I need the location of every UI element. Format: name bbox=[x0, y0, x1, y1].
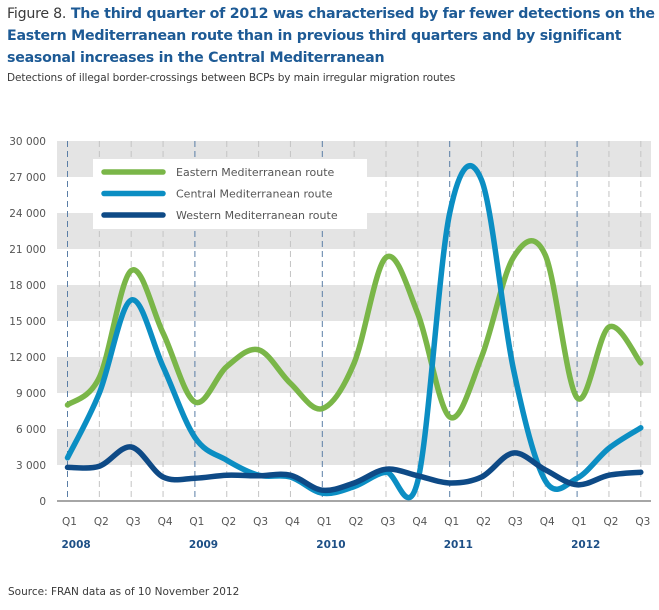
x-tick-label: Q4 bbox=[285, 516, 300, 528]
series-line-eastern bbox=[64, 238, 644, 421]
y-tick-label: 30 000 bbox=[9, 136, 46, 148]
year-label: 2008 bbox=[62, 539, 91, 551]
y-axis-ticks: 0 3 000 6 000 9 000 12 000 15 000 18 000 21 000… bbox=[9, 136, 46, 508]
series-line-western bbox=[64, 444, 644, 494]
x-tick-label: Q3 bbox=[508, 516, 523, 528]
legend-label-eastern: Eastern Mediterranean route bbox=[176, 166, 335, 179]
x-tick-label: Q4 bbox=[158, 516, 173, 528]
line-chart: 0 3 000 6 000 9 000 12 000 15 000 18 000 21 000… bbox=[9, 136, 651, 551]
y-tick-label: 27 000 bbox=[9, 172, 46, 184]
year-label: 2009 bbox=[189, 539, 218, 551]
x-tick-label: Q1 bbox=[444, 516, 459, 528]
title-text: The third quarter of 2012 was characteri… bbox=[7, 6, 655, 66]
x-tick-label: Q2 bbox=[476, 516, 491, 528]
year-labels: 2008 2009 2010 2011 2012 bbox=[62, 539, 601, 551]
legend: Eastern Mediterranean route Central Medit… bbox=[93, 159, 367, 229]
figure-label: Figure 8. bbox=[7, 6, 67, 22]
y-tick-label: 24 000 bbox=[9, 208, 46, 220]
x-tick-label: Q2 bbox=[349, 516, 364, 528]
series-lines bbox=[64, 163, 644, 501]
y-tick-label: 9 000 bbox=[16, 388, 46, 400]
y-tick-label: 12 000 bbox=[9, 352, 46, 364]
x-tick-label: Q3 bbox=[126, 516, 141, 528]
year-label: 2010 bbox=[316, 539, 345, 551]
y-tick-label: 18 000 bbox=[9, 280, 46, 292]
year-label: 2012 bbox=[571, 539, 600, 551]
series-line-central bbox=[64, 163, 644, 501]
x-tick-label: Q4 bbox=[412, 516, 427, 528]
x-tick-label: Q1 bbox=[317, 516, 332, 528]
x-tick-label: Q4 bbox=[540, 516, 555, 528]
source-note: Source: FRAN data as of 10 November 2012 bbox=[8, 586, 240, 598]
x-tick-label: Q2 bbox=[221, 516, 236, 528]
x-tick-label: Q3 bbox=[381, 516, 396, 528]
legend-label-central: Central Mediterranean route bbox=[176, 188, 333, 201]
chart-subtitle: Detections of illegal border-crossings b… bbox=[7, 72, 456, 84]
chart-title: Figure 8. The third quarter of 2012 was … bbox=[7, 3, 657, 69]
x-tick-label: Q3 bbox=[635, 516, 650, 528]
y-tick-label: 6 000 bbox=[16, 424, 46, 436]
x-axis-ticks: Q1 Q2 Q3 Q4 Q1 Q2 Q3 Q4 Q1 Q2 Q3 Q4 Q1 Q2 Q3 Q4 Q1 Q2 Q3 bbox=[62, 516, 650, 528]
y-tick-label: 3 000 bbox=[16, 460, 46, 472]
y-tick-label: 21 000 bbox=[9, 244, 46, 256]
x-tick-label: Q1 bbox=[572, 516, 587, 528]
x-tick-label: Q3 bbox=[253, 516, 268, 528]
y-tick-label: 0 bbox=[39, 496, 46, 508]
y-tick-label: 15 000 bbox=[9, 316, 46, 328]
x-tick-label: Q1 bbox=[189, 516, 204, 528]
legend-label-western: Western Mediterranean route bbox=[176, 209, 338, 222]
x-tick-label: Q2 bbox=[94, 516, 109, 528]
x-tick-label: Q2 bbox=[603, 516, 618, 528]
x-tick-label: Q1 bbox=[62, 516, 77, 528]
year-label: 2011 bbox=[444, 539, 473, 551]
